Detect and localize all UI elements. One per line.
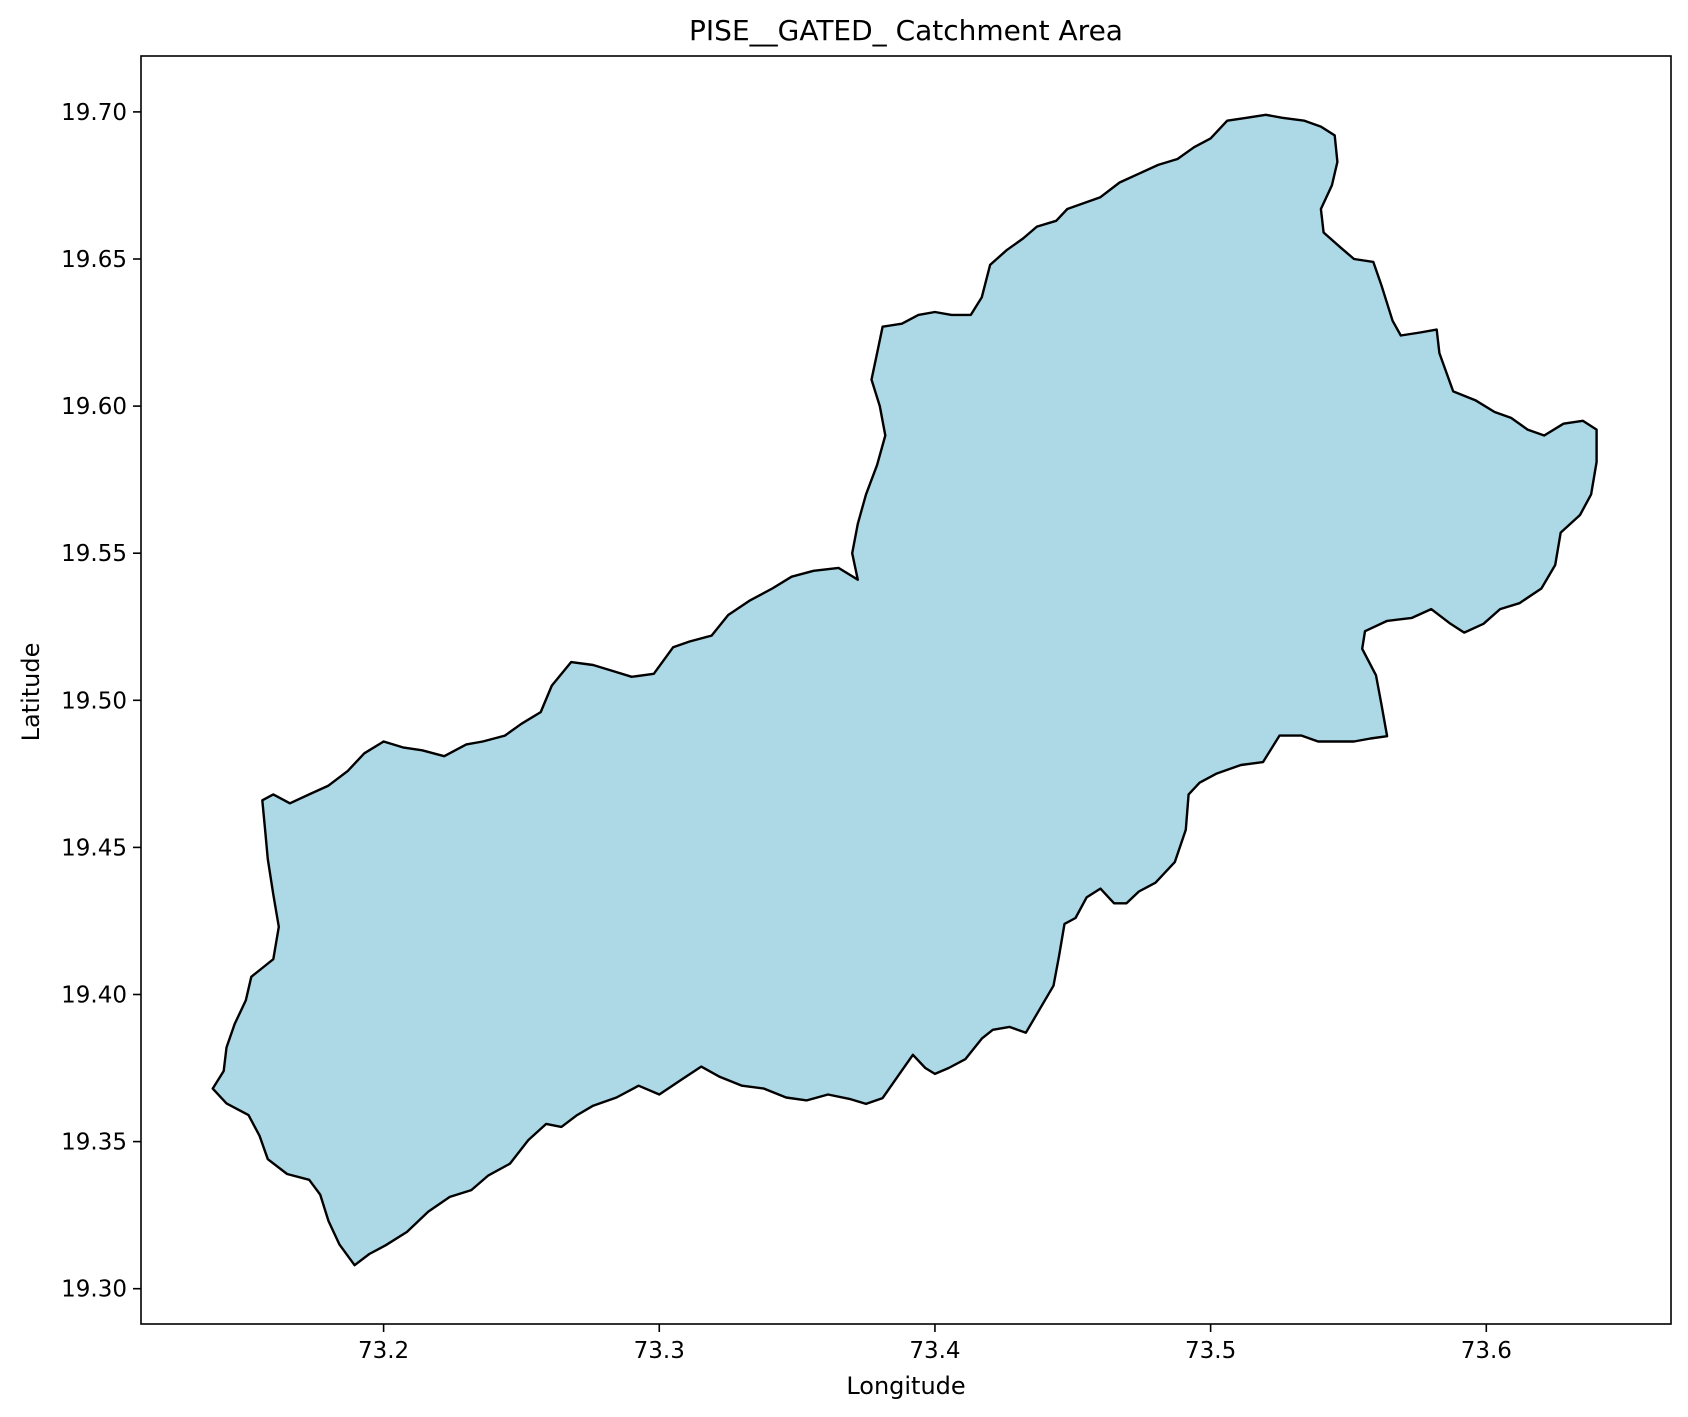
plot-frame — [140, 55, 1672, 1325]
x-axis-label: Longitude — [846, 1372, 965, 1400]
x-tick-label: 73.5 — [1185, 1338, 1236, 1364]
y-axis-ticks: 19.30 19.35 19.40 19.45 19.50 19.55 19.60 19.65… — [61, 100, 141, 1303]
y-tick-label: 19.55 — [61, 541, 127, 567]
y-tick-label: 19.40 — [61, 982, 127, 1008]
x-tick-label: 73.6 — [1461, 1338, 1512, 1364]
catchment-layer — [211, 113, 1598, 1267]
y-axis-label: Latitude — [17, 643, 45, 742]
y-tick-label: 19.35 — [61, 1130, 127, 1156]
y-tick-label: 19.45 — [61, 835, 127, 861]
x-tick-label: 73.4 — [909, 1338, 960, 1364]
y-tick-label: 19.70 — [61, 100, 127, 126]
y-tick-label: 19.65 — [61, 247, 127, 273]
y-tick-label: 19.30 — [61, 1277, 127, 1303]
chart-title: PISE__GATED_ Catchment Area — [689, 14, 1123, 47]
x-axis-ticks: 73.2 73.3 73.4 73.5 73.6 — [358, 1324, 1512, 1364]
y-tick-label: 19.60 — [61, 394, 127, 420]
catchment-polygon — [211, 113, 1598, 1267]
x-tick-label: 73.2 — [358, 1338, 409, 1364]
y-tick-label: 19.50 — [61, 688, 127, 714]
x-tick-label: 73.3 — [634, 1338, 685, 1364]
